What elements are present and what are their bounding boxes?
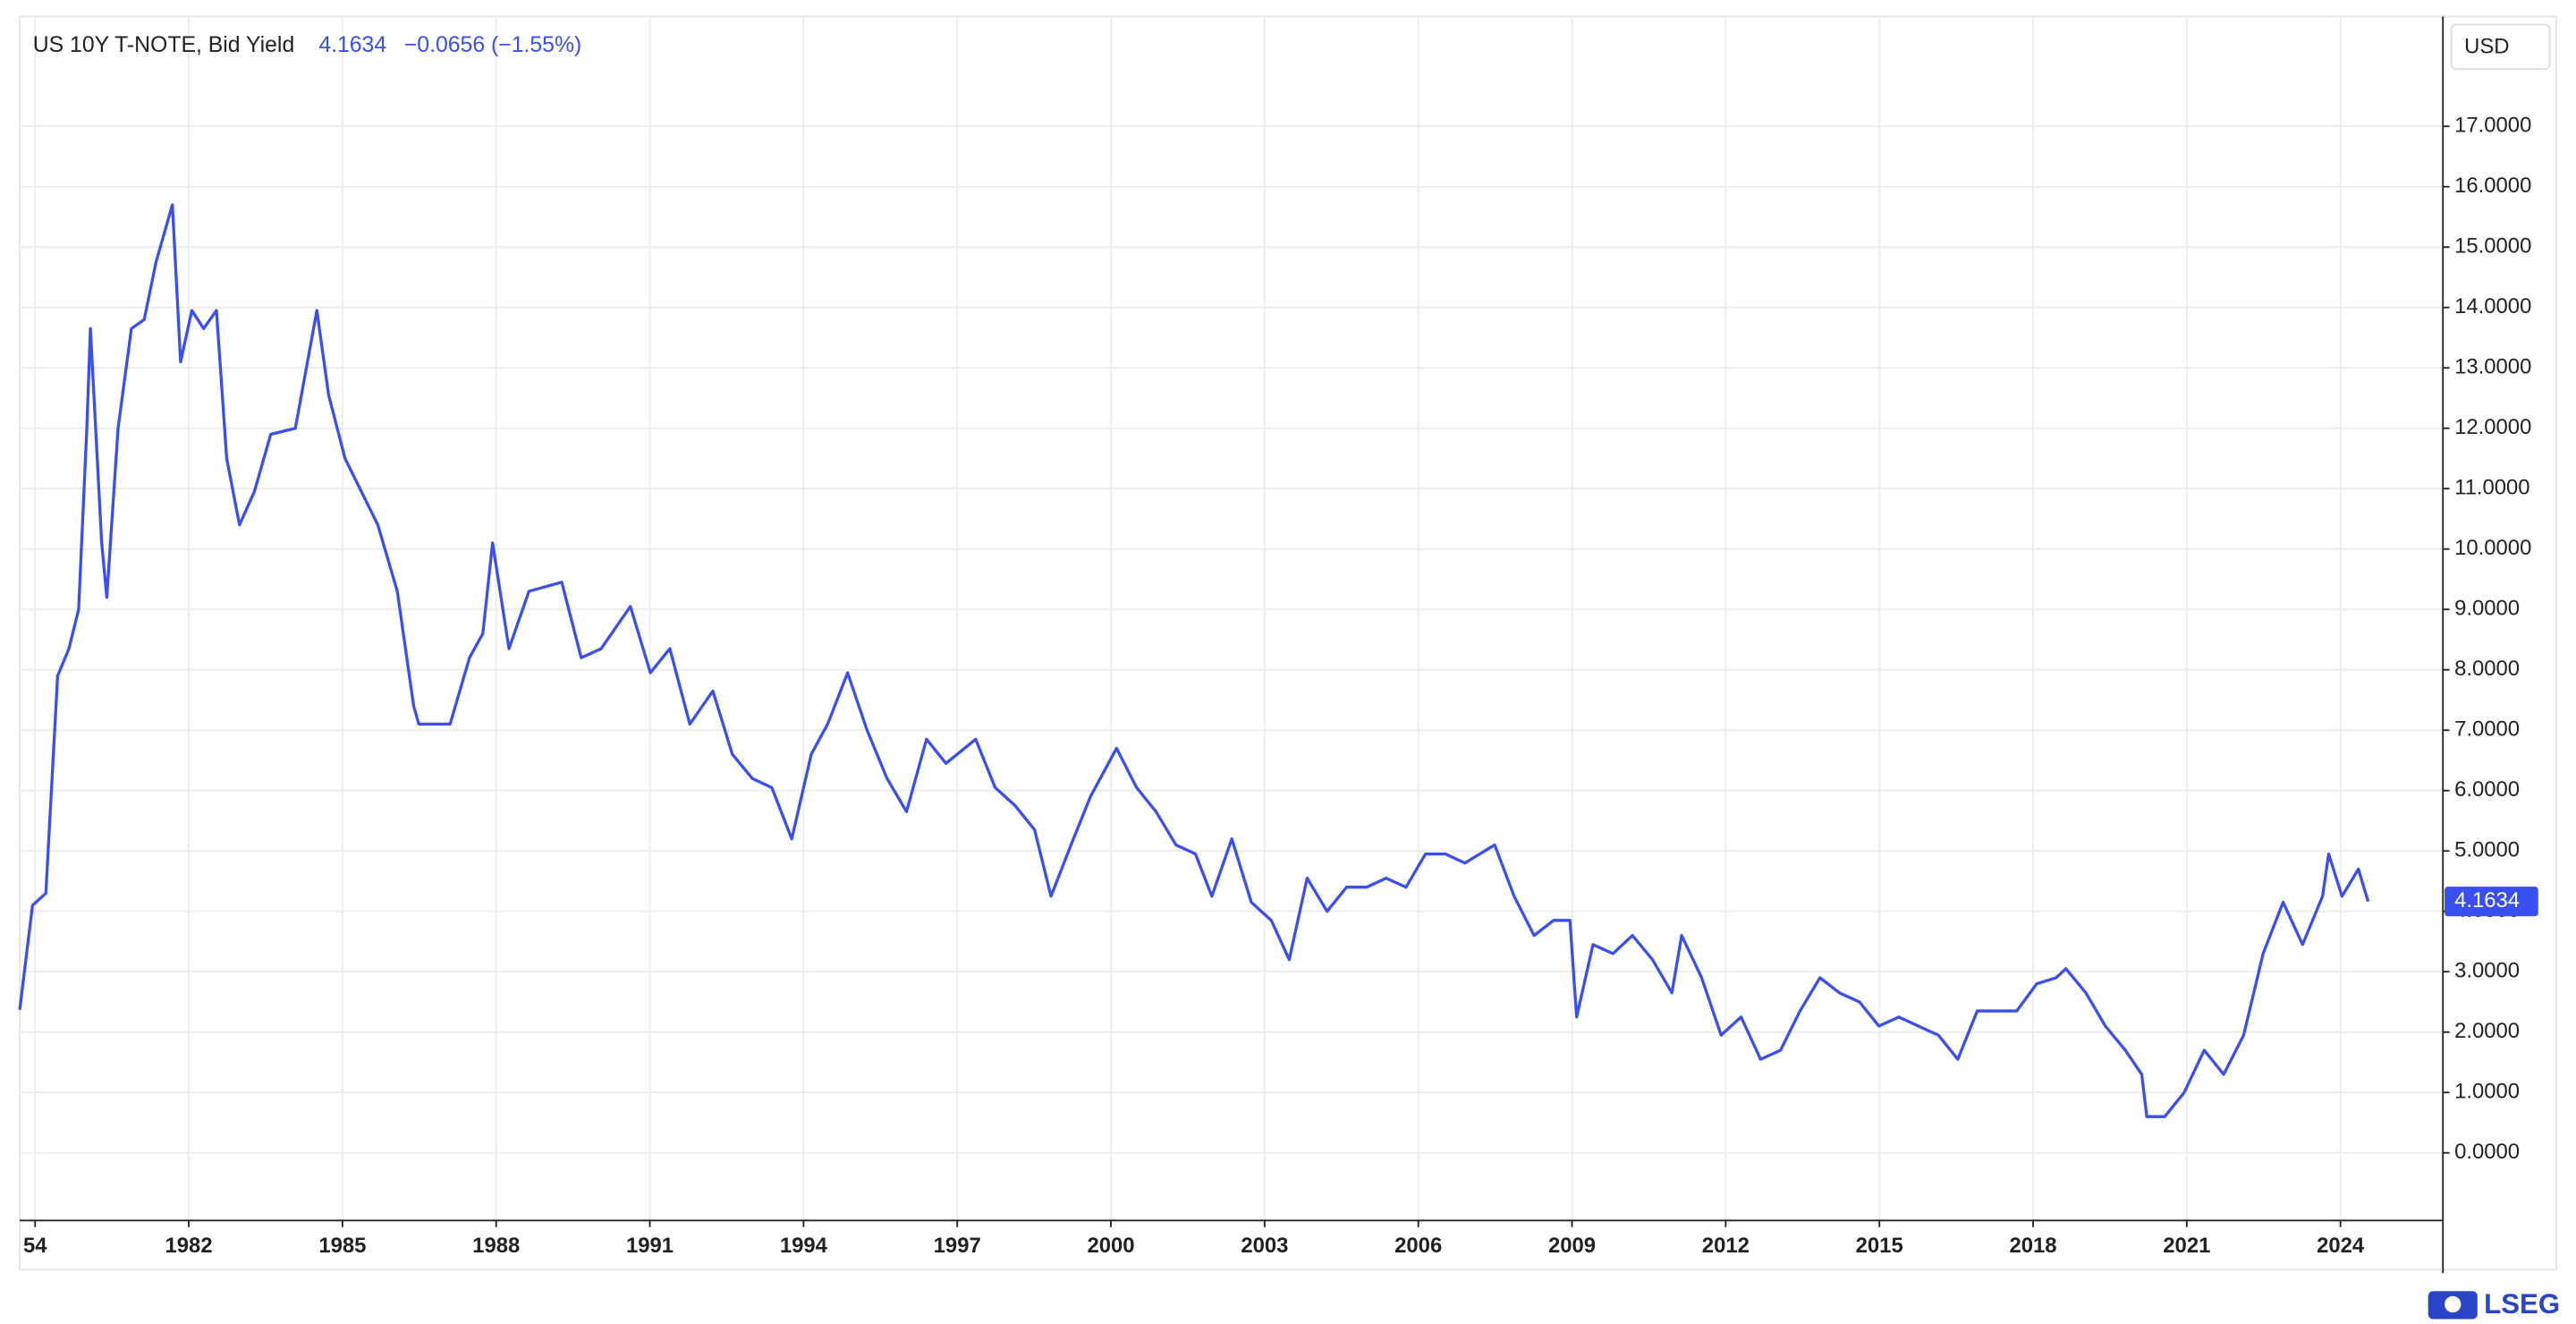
y-tick-label: 10.0000 bbox=[2454, 536, 2531, 560]
x-tick-label: 2021 bbox=[2163, 1234, 2210, 1258]
y-tick-label: 6.0000 bbox=[2454, 777, 2520, 802]
x-tick-label: 1994 bbox=[780, 1234, 828, 1258]
y-tick-label: 2.0000 bbox=[2454, 1019, 2520, 1043]
currency[interactable]: USD bbox=[2464, 35, 2509, 59]
y-tick-label: 1.0000 bbox=[2454, 1080, 2520, 1104]
x-tick-label: 1985 bbox=[318, 1234, 366, 1258]
y-tick-label: 16.0000 bbox=[2454, 174, 2531, 198]
y-tick-label: 12.0000 bbox=[2454, 415, 2531, 439]
y-tick-label: 11.0000 bbox=[2454, 476, 2529, 500]
y-tick-label: 5.0000 bbox=[2454, 838, 2520, 862]
last-value-label: 4.1634 bbox=[2454, 888, 2520, 912]
plot bbox=[18, 203, 2370, 1118]
x-tick-label: 2006 bbox=[1394, 1234, 1442, 1258]
y-tick-label: 17.0000 bbox=[2454, 114, 2531, 138]
x-tick-label: 1991 bbox=[626, 1234, 674, 1258]
x-tick-label: 1997 bbox=[934, 1234, 981, 1258]
y-tick-label: 9.0000 bbox=[2454, 597, 2520, 621]
y-tick-label: 8.0000 bbox=[2454, 657, 2520, 681]
y-tick-label: 13.0000 bbox=[2454, 355, 2531, 379]
x-tick-label: 2003 bbox=[1241, 1234, 1288, 1258]
x-tick-label: 2000 bbox=[1087, 1234, 1134, 1258]
x-tick-label: 1988 bbox=[472, 1234, 520, 1258]
x-tick-label: 54 bbox=[23, 1234, 47, 1258]
labels: 0.00001.00002.00003.00004.00005.00006.00… bbox=[23, 114, 2538, 1258]
logo-icon bbox=[2428, 1291, 2478, 1320]
change: −0.0656 (−1.55%) bbox=[404, 33, 581, 57]
last-value-badge bbox=[2445, 887, 2538, 917]
y-tick-label: 7.0000 bbox=[2454, 717, 2520, 742]
x-tick-label: 2024 bbox=[2317, 1234, 2365, 1258]
y-tick-label: 15.0000 bbox=[2454, 234, 2531, 259]
x-tick-label: 2009 bbox=[1548, 1234, 1596, 1258]
instrument-title: US 10Y T-NOTE, Bid Yield bbox=[33, 33, 295, 57]
series-line bbox=[18, 203, 2370, 1118]
y-tick-label: 3.0000 bbox=[2454, 959, 2520, 983]
x-tick-label: 2015 bbox=[1856, 1234, 1903, 1258]
logo: LSEG bbox=[2484, 1288, 2560, 1320]
x-tick-label: 1982 bbox=[165, 1234, 213, 1258]
y-tick-label: 14.0000 bbox=[2454, 294, 2531, 318]
y-tick-label: 0.0000 bbox=[2454, 1140, 2520, 1164]
x-tick-label: 2018 bbox=[2009, 1234, 2056, 1258]
x-tick-label: 2012 bbox=[1702, 1234, 1750, 1258]
currency-box[interactable] bbox=[2450, 23, 2551, 71]
last-value: 4.1634 bbox=[318, 33, 386, 57]
grid bbox=[20, 16, 2444, 1221]
